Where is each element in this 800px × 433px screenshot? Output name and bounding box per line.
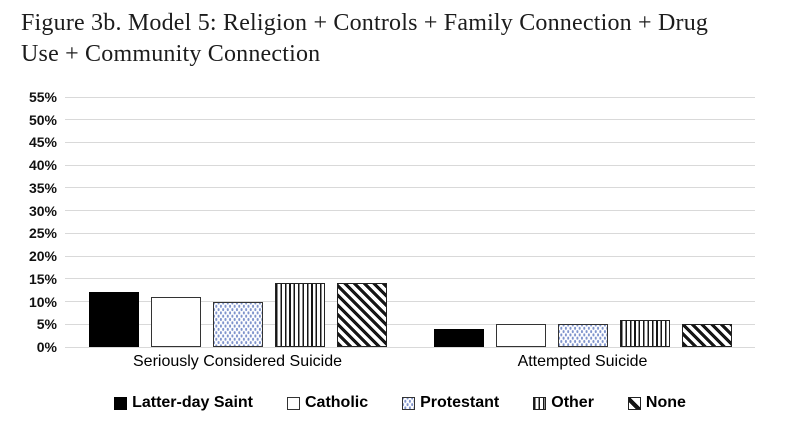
legend-item-protestant: Protestant: [402, 394, 499, 412]
bar-catholic-seriously-considered-suicide: [150, 297, 201, 347]
gridline-35: [65, 187, 755, 189]
y-axis-tick-label-45: 45%: [28, 134, 57, 151]
gridline-20: [65, 255, 755, 257]
legend-label-protestant: Protestant: [420, 394, 500, 411]
category-label-attempted-suicide: Attempted Suicide: [517, 353, 648, 370]
gridline-40: [65, 164, 755, 166]
y-axis-tick-label-20: 20%: [28, 248, 57, 265]
legend-item-other: Other: [533, 394, 594, 412]
legend-label-catholic: Catholic: [305, 394, 369, 411]
gridline-0: [65, 346, 755, 348]
bar-latter-day-saint-attempted-suicide: [433, 328, 484, 347]
legend-item-latter-day-saint: Latter-day Saint: [114, 394, 253, 412]
legend-swatch-latter-day-saint-icon: [114, 396, 128, 410]
gridline-15: [65, 278, 755, 280]
y-axis-tick-label-30: 30%: [28, 202, 57, 219]
legend-swatch-none-icon: [627, 396, 641, 410]
chart-legend: Latter-day Saint Catholic Protestant Other N…: [0, 394, 800, 412]
legend-item-none: None: [627, 394, 686, 412]
gridline-45: [65, 141, 755, 143]
figure-title-line1: Figure 3b. Model 5: Religion + Controls …: [21, 10, 709, 36]
y-axis-tick-label-10: 10%: [28, 293, 57, 310]
gridline-30: [65, 210, 755, 212]
bar-catholic-attempted-suicide: [495, 324, 546, 347]
gridline-10: [65, 301, 755, 303]
y-axis-tick-label-25: 25%: [28, 225, 57, 242]
bar-latter-day-saint-seriously-considered-suicide: [88, 292, 139, 347]
figure-title-line2: Use + Community Connection: [21, 41, 321, 67]
legend-item-catholic: Catholic: [287, 394, 368, 412]
y-axis-tick-label-35: 35%: [28, 179, 57, 196]
bar-none-seriously-considered-suicide: [336, 283, 387, 347]
figure-title: Figure 3b. Model 5: Religion + Controls …: [21, 8, 793, 70]
legend-label-other: Other: [551, 394, 594, 411]
legend-swatch-protestant-icon: [402, 396, 416, 410]
y-axis-tick-label-50: 50%: [28, 111, 57, 128]
legend-label-none: None: [645, 394, 686, 411]
gridline-50: [65, 119, 755, 121]
y-axis-tick-label-5: 5%: [36, 316, 57, 333]
bar-other-attempted-suicide: [619, 319, 670, 347]
category-label-seriously-considered-suicide: Seriously Considered Suicide: [133, 353, 342, 370]
bar-protestant-attempted-suicide: [557, 324, 608, 347]
gridline-25: [65, 232, 755, 234]
bar-protestant-seriously-considered-suicide: [212, 301, 263, 347]
gridline-55: [65, 96, 755, 98]
legend-swatch-catholic-icon: [287, 396, 300, 410]
legend-swatch-other-icon: [533, 396, 547, 410]
y-axis-tick-label-0: 0%: [36, 339, 57, 355]
bar-other-seriously-considered-suicide: [274, 283, 325, 347]
bar-none-attempted-suicide: [681, 324, 732, 347]
y-axis-tick-label-40: 40%: [28, 157, 57, 174]
legend-label-latter-day-saint: Latter-day Saint: [132, 394, 253, 411]
gridline-5: [65, 323, 755, 325]
y-axis-tick-label-55: 55%: [28, 89, 57, 105]
y-axis-tick-label-15: 15%: [28, 270, 57, 287]
